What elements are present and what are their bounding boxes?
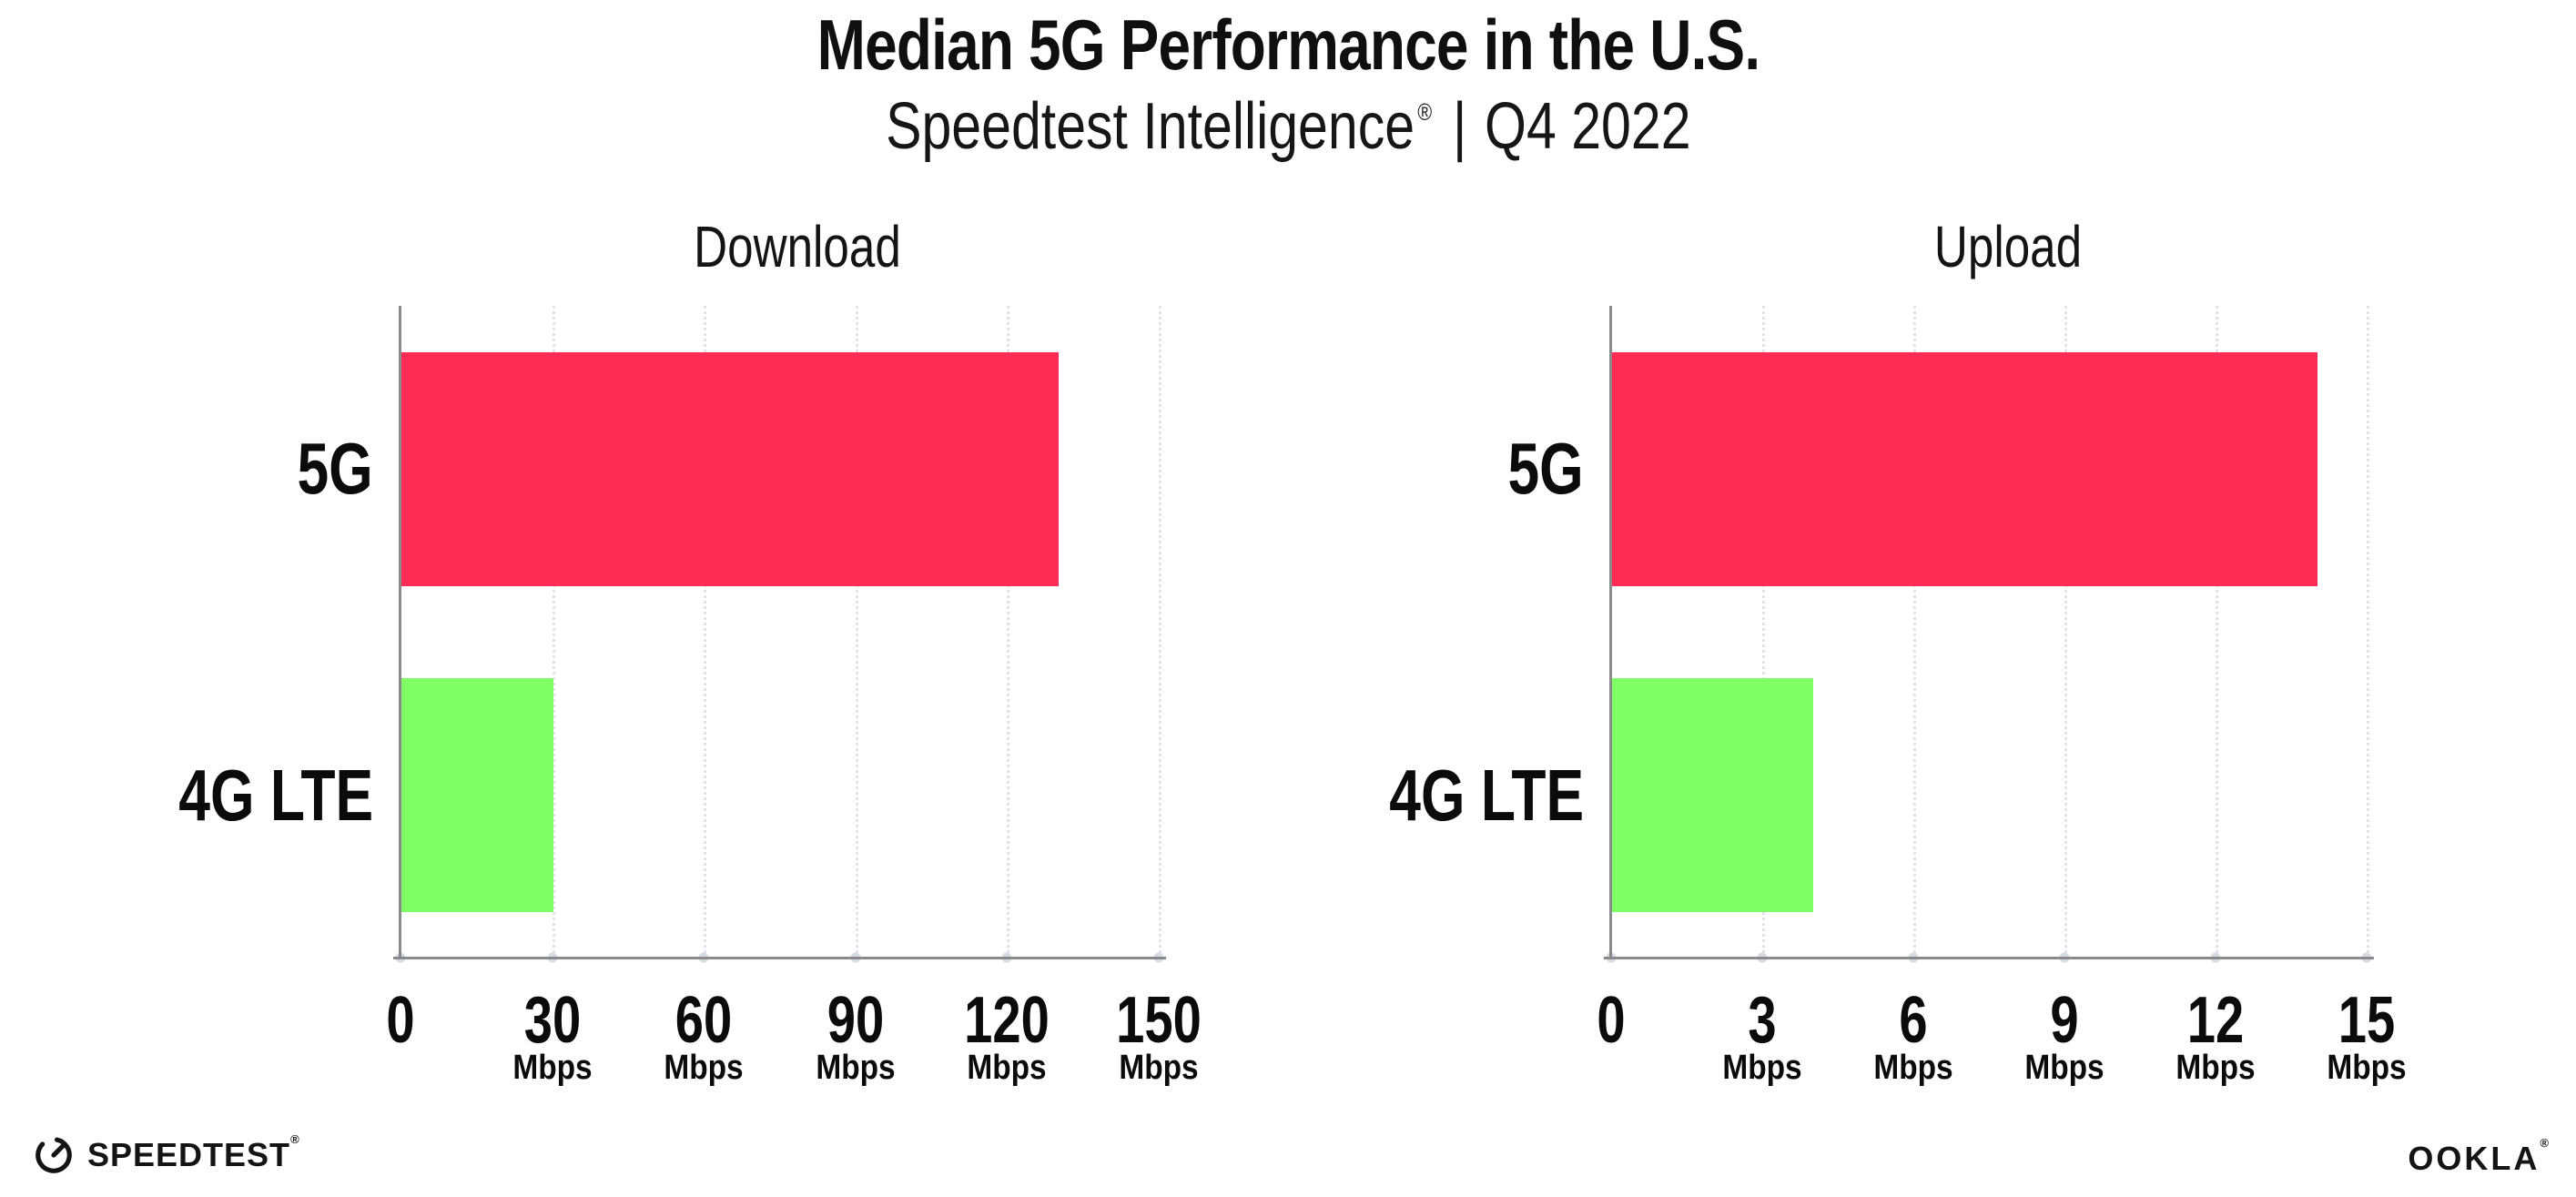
x-tick-label: 60 bbox=[674, 984, 733, 1057]
speedtest-mark: ® bbox=[290, 1132, 300, 1146]
x-tick-label: 30 bbox=[523, 984, 581, 1057]
bar-4g-lte-upload bbox=[1612, 678, 1814, 913]
upload-chart-title: Upload bbox=[1933, 214, 2083, 279]
x-tick-label: 15 bbox=[2338, 984, 2396, 1057]
gridline bbox=[1913, 306, 1916, 959]
x-tick-unit: Mbps bbox=[967, 1049, 1048, 1087]
category-label-5g: 5G bbox=[1507, 428, 1584, 510]
ookla-label: OOKLA bbox=[2408, 1140, 2541, 1177]
x-tick-label: 120 bbox=[964, 984, 1050, 1057]
x-tick-label: 90 bbox=[827, 984, 885, 1057]
chart-subtitle: Speedtest Intelligence ® | Q4 2022 bbox=[0, 89, 2576, 164]
chart-main-title-text: Median 5G Performance in the U.S. bbox=[816, 5, 1760, 85]
x-tick-unit: Mbps bbox=[664, 1049, 744, 1087]
ookla-wordmark: OOKLA® bbox=[2408, 1136, 2549, 1177]
category-label-5g: 5G bbox=[297, 428, 373, 510]
y-axis-line bbox=[399, 306, 401, 959]
x-tick-unit: Mbps bbox=[2175, 1049, 2256, 1087]
ookla-logo: OOKLA® bbox=[2408, 1136, 2549, 1178]
gridline bbox=[2367, 306, 2369, 959]
gridline bbox=[1159, 306, 1161, 959]
gridline bbox=[2216, 306, 2218, 959]
gridline bbox=[855, 306, 858, 959]
category-label-4g-lte: 4G LTE bbox=[178, 754, 373, 836]
x-tick-unit: Mbps bbox=[1873, 1049, 1953, 1087]
bar-5g-download bbox=[401, 351, 1059, 586]
ookla-mark: ® bbox=[2540, 1136, 2549, 1150]
x-tick-label: 0 bbox=[1597, 984, 1626, 1057]
speedtest-label: SPEEDTEST bbox=[87, 1136, 291, 1173]
speedtest-wordmark: SPEEDTEST® bbox=[87, 1132, 300, 1174]
bar-4g-lte-download bbox=[401, 678, 553, 913]
x-tick-unit: Mbps bbox=[2327, 1049, 2407, 1087]
chart-subtitle-text: Speedtest Intelligence ® | Q4 2022 bbox=[886, 89, 1690, 164]
subtitle-separator: | bbox=[1452, 90, 1467, 163]
x-tick-unit: Mbps bbox=[1722, 1049, 1802, 1087]
registered-mark: ® bbox=[1417, 98, 1432, 126]
speedtest-gauge-icon bbox=[35, 1137, 72, 1173]
x-tick-label: 3 bbox=[1748, 984, 1777, 1057]
gridline bbox=[704, 306, 707, 959]
gridline bbox=[552, 306, 555, 959]
x-tick-label: 6 bbox=[1899, 984, 1928, 1057]
x-tick-label: 150 bbox=[1116, 984, 1202, 1057]
x-tick-label: 0 bbox=[386, 984, 415, 1057]
x-tick-unit: Mbps bbox=[816, 1049, 896, 1087]
y-axis-line bbox=[1609, 306, 1612, 959]
x-axis-line bbox=[1604, 957, 2374, 959]
x-axis-line bbox=[393, 957, 1166, 959]
speedtest-logo: SPEEDTEST® bbox=[33, 1132, 300, 1176]
x-tick-label: 9 bbox=[2050, 984, 2079, 1057]
gridline bbox=[2064, 306, 2067, 959]
gridline bbox=[1762, 306, 1765, 959]
x-tick-unit: Mbps bbox=[512, 1049, 593, 1087]
category-label-4g-lte: 4G LTE bbox=[1389, 754, 1584, 836]
download-chart-title: Download bbox=[694, 214, 901, 279]
subtitle-brand: Speedtest Intelligence bbox=[885, 90, 1415, 163]
x-tick-label: 12 bbox=[2186, 984, 2245, 1057]
x-tick-unit: Mbps bbox=[2024, 1049, 2104, 1087]
subtitle-period: Q4 2022 bbox=[1484, 90, 1691, 163]
x-tick-unit: Mbps bbox=[1119, 1049, 1199, 1087]
gridline bbox=[1007, 306, 1010, 959]
bar-5g-upload bbox=[1612, 351, 2317, 586]
chart-main-title: Median 5G Performance in the U.S. bbox=[0, 4, 2576, 86]
